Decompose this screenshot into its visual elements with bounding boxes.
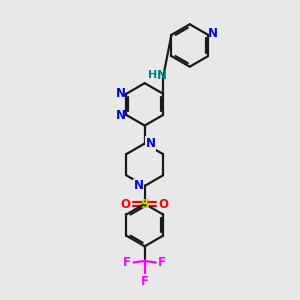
Text: N: N <box>134 179 144 192</box>
Text: F: F <box>123 256 131 269</box>
Text: N: N <box>157 69 166 82</box>
Text: O: O <box>158 198 169 211</box>
Text: F: F <box>141 275 149 288</box>
Text: N: N <box>116 87 125 100</box>
Text: H: H <box>148 70 158 80</box>
Text: N: N <box>116 109 125 122</box>
Text: S: S <box>140 198 149 211</box>
Text: F: F <box>158 256 166 269</box>
Text: N: N <box>146 137 156 150</box>
Text: N: N <box>208 27 218 40</box>
Text: O: O <box>121 198 131 211</box>
